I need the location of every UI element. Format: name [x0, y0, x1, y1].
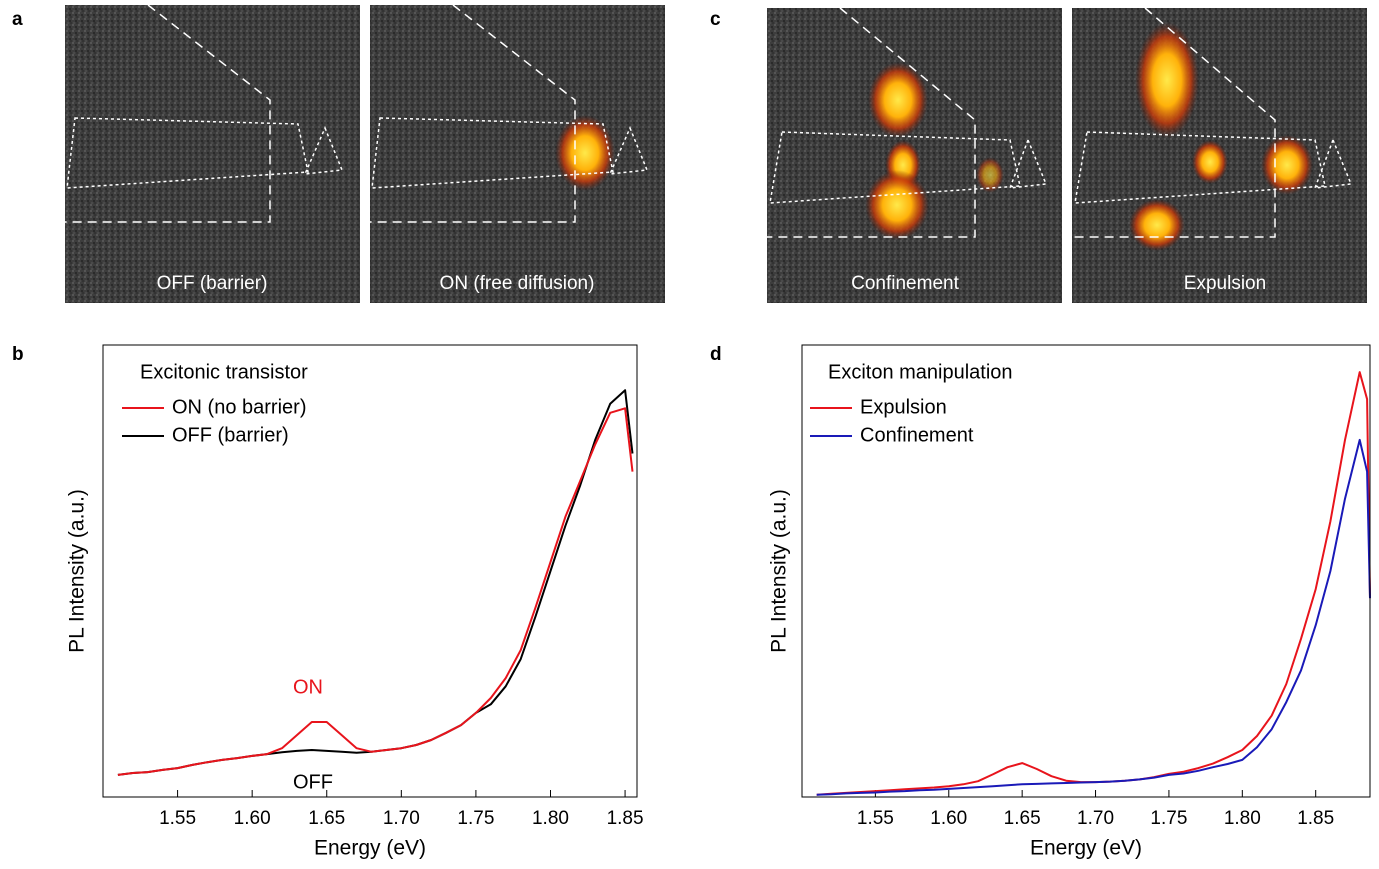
x-tick-label: 1.80	[532, 808, 569, 829]
legend-title: Exciton manipulation	[828, 361, 1013, 383]
annotation: OFF	[293, 771, 333, 793]
panel-letter: d	[710, 344, 722, 365]
image-label: OFF (barrier)	[157, 273, 268, 294]
panel-letter: c	[710, 9, 721, 30]
plot-frame	[801, 344, 1371, 798]
x-tick-label: 1.85	[1297, 808, 1334, 829]
x-tick-label: 1.75	[457, 808, 494, 829]
y-axis-label: PL Intensity (a.u.)	[66, 489, 89, 653]
image-panel: OFF (barrier)	[65, 4, 360, 303]
image-panel: Confinement	[767, 7, 1062, 303]
x-tick-label: 1.55	[159, 808, 196, 829]
x-tick-label: 1.60	[234, 808, 271, 829]
x-tick-label: 1.85	[607, 808, 644, 829]
image-panel: Expulsion	[1072, 7, 1367, 303]
x-axis-label: Energy (eV)	[314, 837, 426, 860]
x-tick-label: 1.65	[308, 808, 345, 829]
legend-label: OFF (barrier)	[172, 424, 289, 446]
x-axis-label: Energy (eV)	[1030, 837, 1142, 860]
series-line	[117, 389, 634, 776]
line-chart: 1.55 1.60 1.65 1.70 1.75 1.80 1.85 Energy (eV) P…	[66, 344, 644, 860]
legend-label: ON (no barrier)	[172, 396, 306, 418]
annotation: ON	[293, 676, 323, 698]
plot-frame	[102, 344, 638, 798]
legend-title: Excitonic transistor	[140, 361, 308, 383]
panel-letter: b	[12, 344, 24, 365]
line-chart: 1.55 1.60 1.65 1.70 1.75 1.80 1.85 Energy (eV) P…	[768, 344, 1371, 860]
image-label: ON (free diffusion)	[440, 273, 595, 294]
x-tick-label: 1.70	[1077, 808, 1114, 829]
image-panel: ON (free diffusion)	[370, 4, 665, 303]
series-line	[117, 407, 634, 776]
x-tick-label: 1.60	[930, 808, 967, 829]
y-axis-label: PL Intensity (a.u.)	[768, 489, 791, 653]
x-tick-label: 1.75	[1150, 808, 1187, 829]
series-line	[816, 438, 1371, 796]
x-tick-label: 1.70	[383, 808, 420, 829]
panel-letter: a	[12, 9, 23, 30]
legend-label: Expulsion	[860, 396, 947, 418]
image-label: Confinement	[851, 273, 959, 294]
legend-label: Confinement	[860, 424, 974, 446]
x-tick-label: 1.55	[857, 808, 894, 829]
image-label: Expulsion	[1184, 273, 1266, 294]
x-tick-label: 1.65	[1004, 808, 1041, 829]
x-tick-label: 1.80	[1224, 808, 1261, 829]
